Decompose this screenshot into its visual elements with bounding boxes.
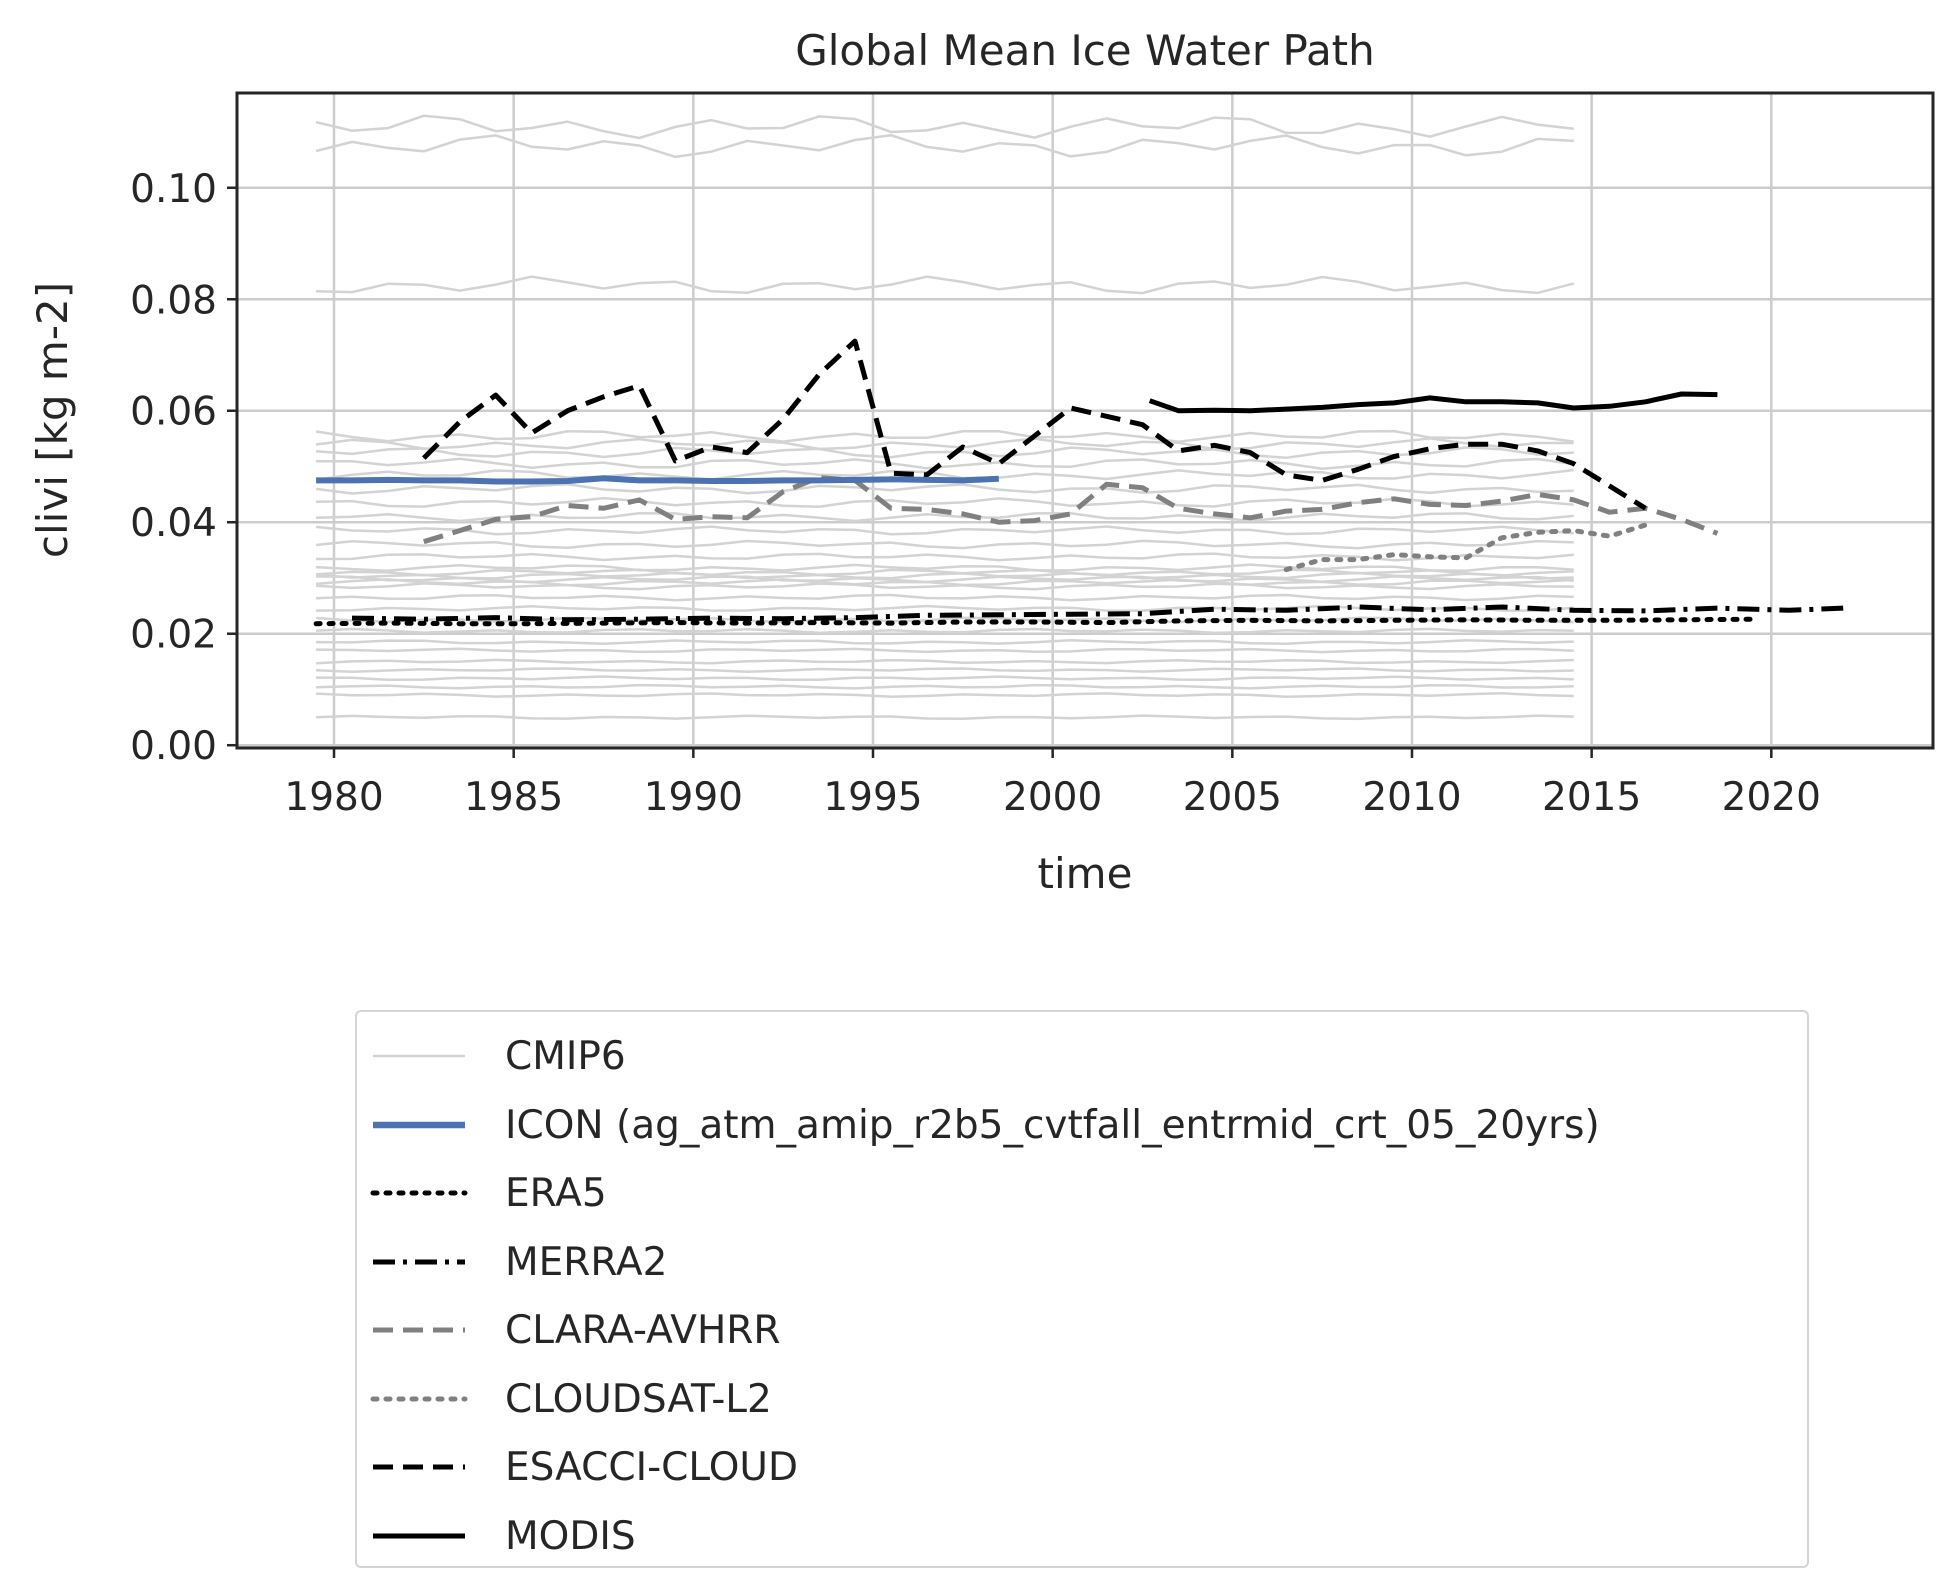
legend: CMIP6 ICON (ag_atm_amip_r2b5_cvtfall_entr… bbox=[355, 1010, 1809, 1568]
cmip6-member-line bbox=[315, 437, 1574, 451]
x-tick-label: 2005 bbox=[1183, 775, 1282, 820]
legend-item: CLARA-AVHRR bbox=[357, 1300, 1807, 1360]
legend-swatch bbox=[373, 1259, 465, 1264]
y-axis-label: clivi [kg m-2] bbox=[28, 282, 77, 558]
cmip6-member-line bbox=[315, 539, 1574, 550]
cmip6-member-line bbox=[316, 511, 1574, 523]
legend-item: MODIS bbox=[357, 1506, 1807, 1566]
x-axis-label: time bbox=[1038, 849, 1133, 898]
x-axis: 1980 1985 1990 1995 2000 2005 2010 2015 2020 bbox=[284, 748, 1821, 820]
cmip6-member-line bbox=[316, 604, 1574, 612]
cmip6-member-line bbox=[316, 627, 1574, 635]
legend-swatch bbox=[373, 1533, 465, 1538]
y-axis: 0.00 0.02 0.04 0.06 0.08 0.10 bbox=[130, 167, 237, 769]
cmip6-member-line bbox=[316, 638, 1574, 646]
legend-label: CLARA-AVHRR bbox=[505, 1308, 781, 1353]
ice-water-path-chart: Global Mean Ice Water Path 1980 1985 1990 1… bbox=[28, 26, 1935, 898]
cmip6-member-line bbox=[316, 593, 1574, 602]
cmip6-member-line bbox=[316, 692, 1574, 698]
cmip6-member-line bbox=[315, 114, 1574, 140]
series-line-era5 bbox=[313, 616, 1756, 627]
legend-swatch bbox=[373, 1464, 465, 1470]
cmip6-member-line bbox=[316, 647, 1574, 654]
cmip6-member-line bbox=[316, 675, 1574, 682]
series-line-cloudsat bbox=[1283, 522, 1648, 573]
chart-title: Global Mean Ice Water Path bbox=[795, 26, 1375, 75]
legend-swatch bbox=[373, 1327, 465, 1333]
y-tick-label: 0.08 bbox=[130, 278, 217, 323]
y-tick-label: 0.04 bbox=[130, 501, 217, 546]
legend-swatch bbox=[373, 1054, 465, 1058]
cmip6-lines bbox=[315, 114, 1575, 721]
series-line-clara bbox=[423, 475, 1719, 545]
legend-label: MERRA2 bbox=[505, 1239, 668, 1285]
legend-item: MERRA2 bbox=[357, 1232, 1807, 1292]
legend-item: ESACCI-CLOUD bbox=[357, 1437, 1807, 1497]
series-line-icon bbox=[316, 475, 999, 485]
cmip6-member-line bbox=[316, 552, 1574, 562]
legend-item: CMIP6 bbox=[357, 1026, 1807, 1086]
series-lines bbox=[313, 338, 1844, 627]
legend-swatch bbox=[370, 1396, 468, 1401]
series-line-modis bbox=[1148, 391, 1718, 414]
cmip6-member-line bbox=[315, 429, 1574, 444]
x-tick-label: 1995 bbox=[823, 775, 922, 820]
x-tick-label: 1980 bbox=[284, 775, 383, 820]
cmip6-member-line bbox=[316, 496, 1574, 508]
cmip6-member-line bbox=[315, 483, 1574, 495]
x-tick-label: 1990 bbox=[644, 775, 743, 820]
cmip6-member-line bbox=[316, 563, 1574, 573]
cmip6-member-line bbox=[316, 714, 1574, 721]
y-tick-label: 0.02 bbox=[130, 613, 217, 658]
series-line-esacci bbox=[422, 338, 1647, 511]
y-tick-label: 0.00 bbox=[130, 724, 217, 769]
x-tick-label: 2020 bbox=[1722, 775, 1821, 820]
legend-item: CLOUDSAT-L2 bbox=[357, 1369, 1807, 1429]
cmip6-member-line bbox=[316, 667, 1574, 673]
legend-label: CLOUDSAT-L2 bbox=[505, 1376, 772, 1422]
cmip6-member-line bbox=[316, 275, 1575, 295]
cmip6-member-line bbox=[316, 446, 1574, 460]
legend-swatch bbox=[373, 1121, 465, 1128]
x-tick-label: 1985 bbox=[464, 775, 563, 820]
cmip6-member-line bbox=[315, 133, 1574, 159]
plot-frame bbox=[235, 91, 1935, 750]
x-tick-label: 2010 bbox=[1362, 775, 1461, 820]
legend-item: ICON (ag_atm_amip_r2b5_cvtfall_entrmid_c… bbox=[357, 1095, 1807, 1155]
legend-label: CMIP6 bbox=[505, 1034, 626, 1079]
x-tick-label: 2015 bbox=[1542, 775, 1641, 820]
legend-label: MODIS bbox=[505, 1513, 636, 1559]
legend-swatch bbox=[370, 1190, 468, 1196]
cmip6-member-line bbox=[315, 468, 1574, 482]
cmip6-member-line bbox=[316, 575, 1574, 584]
cmip6-member-line bbox=[316, 568, 1574, 577]
legend-label: ESACCI-CLOUD bbox=[505, 1445, 798, 1490]
cmip6-member-line bbox=[316, 683, 1574, 690]
y-tick-label: 0.06 bbox=[130, 390, 217, 435]
legend-label: ERA5 bbox=[505, 1171, 607, 1216]
legend-item: ERA5 bbox=[357, 1163, 1807, 1223]
cmip6-member-line bbox=[316, 582, 1574, 591]
cmip6-member-line bbox=[316, 658, 1574, 665]
legend-label: ICON (ag_atm_amip_r2b5_cvtfall_entrmid_c… bbox=[505, 1102, 1600, 1148]
cmip6-member-line bbox=[315, 525, 1574, 536]
y-tick-label: 0.10 bbox=[130, 167, 217, 212]
x-tick-label: 2000 bbox=[1003, 775, 1102, 820]
